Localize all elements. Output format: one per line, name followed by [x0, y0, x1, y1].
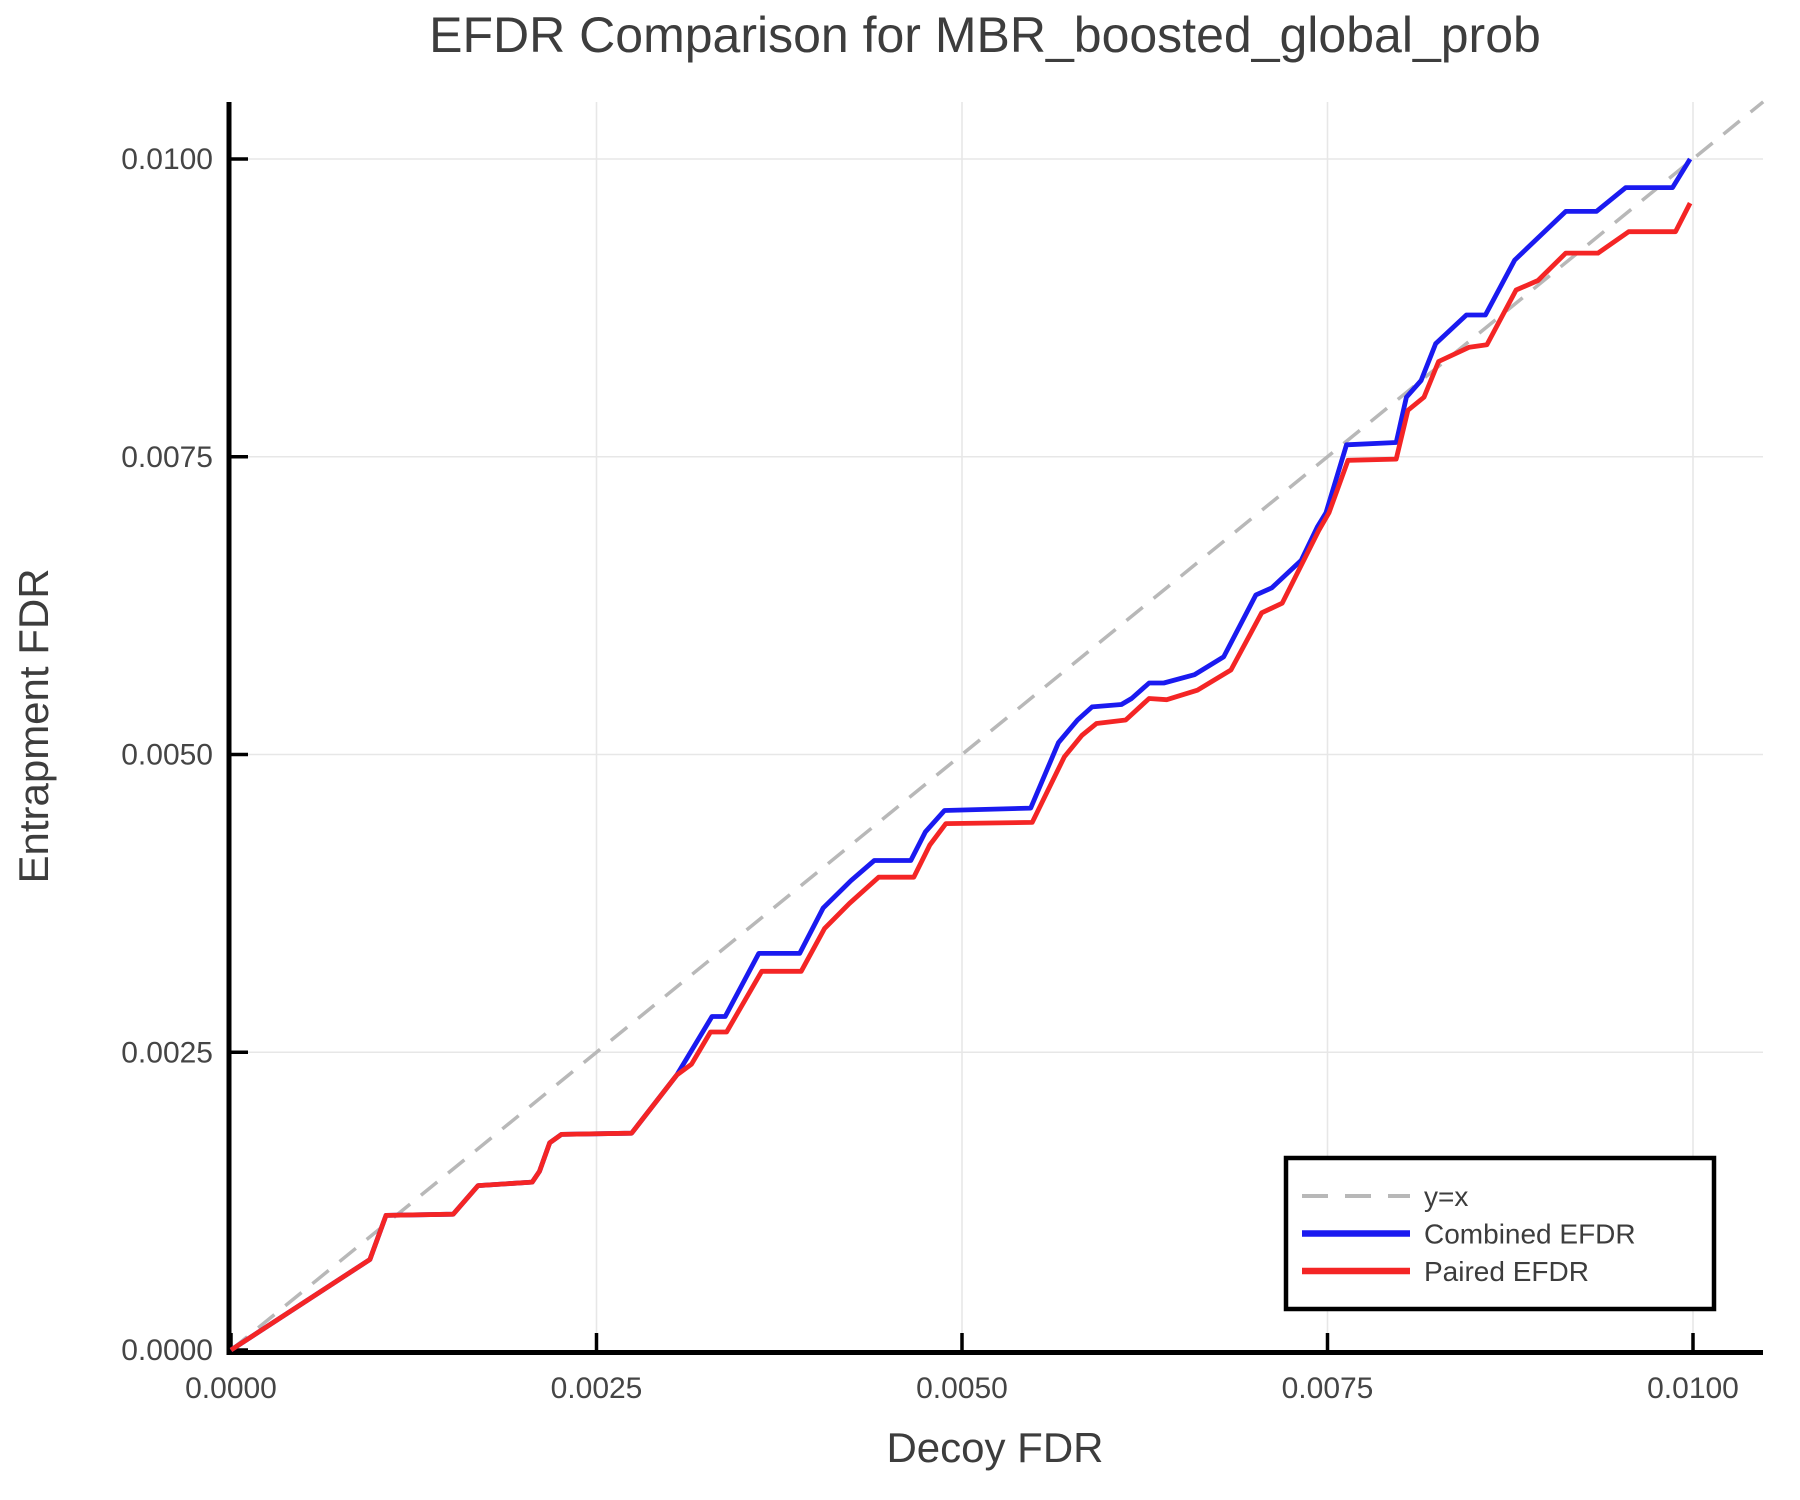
- legend-entry-label: y=x: [1424, 1181, 1468, 1212]
- y-axis-label: Entrapment FDR: [10, 568, 57, 883]
- x-tick-labels: 0.0000 0.0025 0.0050 0.0075 0.0100: [185, 1372, 1739, 1405]
- y-tick-label: 0.0050: [121, 739, 213, 772]
- y-tick-label: 0.0000: [121, 1334, 213, 1367]
- legend-entry-label: Paired EFDR: [1424, 1256, 1589, 1287]
- axis-spines: [226, 102, 1763, 1355]
- x-tick-label: 0.0100: [1647, 1372, 1739, 1405]
- x-tick-label: 0.0000: [185, 1372, 277, 1405]
- x-tick-label: 0.0075: [1282, 1372, 1374, 1405]
- legend: y=x Combined EFDR Paired EFDR: [1283, 1155, 1717, 1312]
- x-tick-label: 0.0025: [551, 1372, 643, 1405]
- x-axis-label: Decoy FDR: [886, 1424, 1103, 1471]
- x-tick-label: 0.0050: [916, 1372, 1008, 1405]
- y-tick-labels: 0.0000 0.0025 0.0050 0.0075 0.0100: [121, 143, 213, 1367]
- axis-spine: [226, 102, 1763, 1355]
- series-lines: [229, 100, 1765, 1353]
- y-tick-label: 0.0075: [121, 441, 213, 474]
- chart-title: EFDR Comparison for MBR_boosted_global_p…: [429, 7, 1541, 63]
- tick-marks: [229, 157, 1695, 1352]
- series-line-paired-efdr: [229, 202, 1693, 1353]
- y-tick-label: 0.0100: [121, 143, 213, 176]
- gridlines: [231, 102, 1763, 1350]
- legend-entry-label: Combined EFDR: [1424, 1219, 1636, 1250]
- y-tick-label: 0.0025: [121, 1036, 213, 1069]
